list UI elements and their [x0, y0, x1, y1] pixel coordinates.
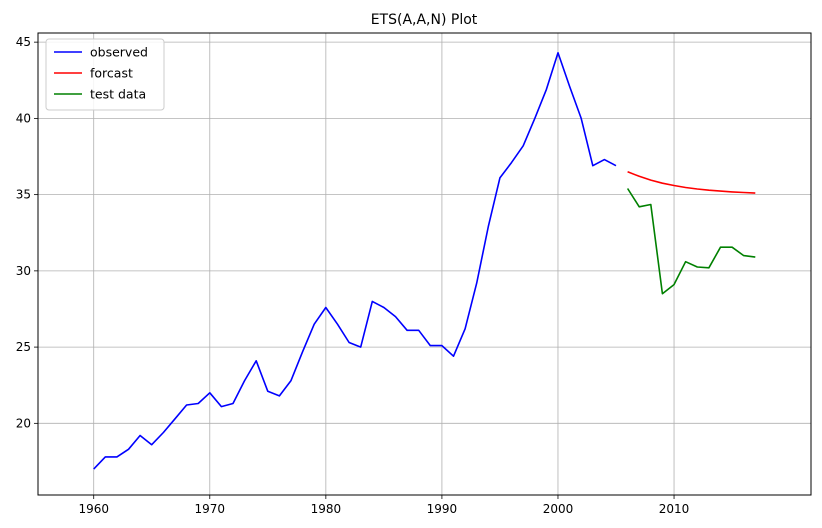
chart-title: ETS(A,A,N) Plot	[371, 12, 478, 28]
series-line-test-data	[626, 188, 756, 295]
y-tick-label: 20	[16, 416, 31, 430]
x-tick-label: 1990	[427, 502, 458, 516]
y-tick-label: 45	[16, 35, 31, 49]
y-tick-label: 35	[16, 188, 31, 202]
series-line-forcast	[627, 171, 756, 194]
x-tick-label: 2000	[543, 502, 574, 516]
legend-label-test-data: test data	[90, 87, 146, 102]
x-tick-label: 2010	[659, 502, 690, 516]
y-tick-label: 40	[16, 111, 31, 125]
legend-box	[45, 38, 165, 111]
legend: observed forcast test data	[45, 38, 165, 111]
y-tick-label: 30	[16, 264, 31, 278]
grid-lines	[38, 33, 811, 495]
axis-ticks: 1960 1970 1980 1990 2000 2010 20 25 30 35 40 45	[16, 35, 690, 516]
series-line-observed	[93, 51, 617, 470]
series-lines	[93, 51, 756, 470]
x-tick-label: 1970	[195, 502, 226, 516]
x-tick-label: 1960	[78, 502, 109, 516]
plot-area-frame	[37, 32, 812, 496]
x-tick-label: 1980	[311, 502, 342, 516]
legend-label-observed: observed	[90, 45, 148, 60]
legend-label-forcast: forcast	[90, 66, 133, 81]
y-tick-label: 25	[16, 340, 31, 354]
